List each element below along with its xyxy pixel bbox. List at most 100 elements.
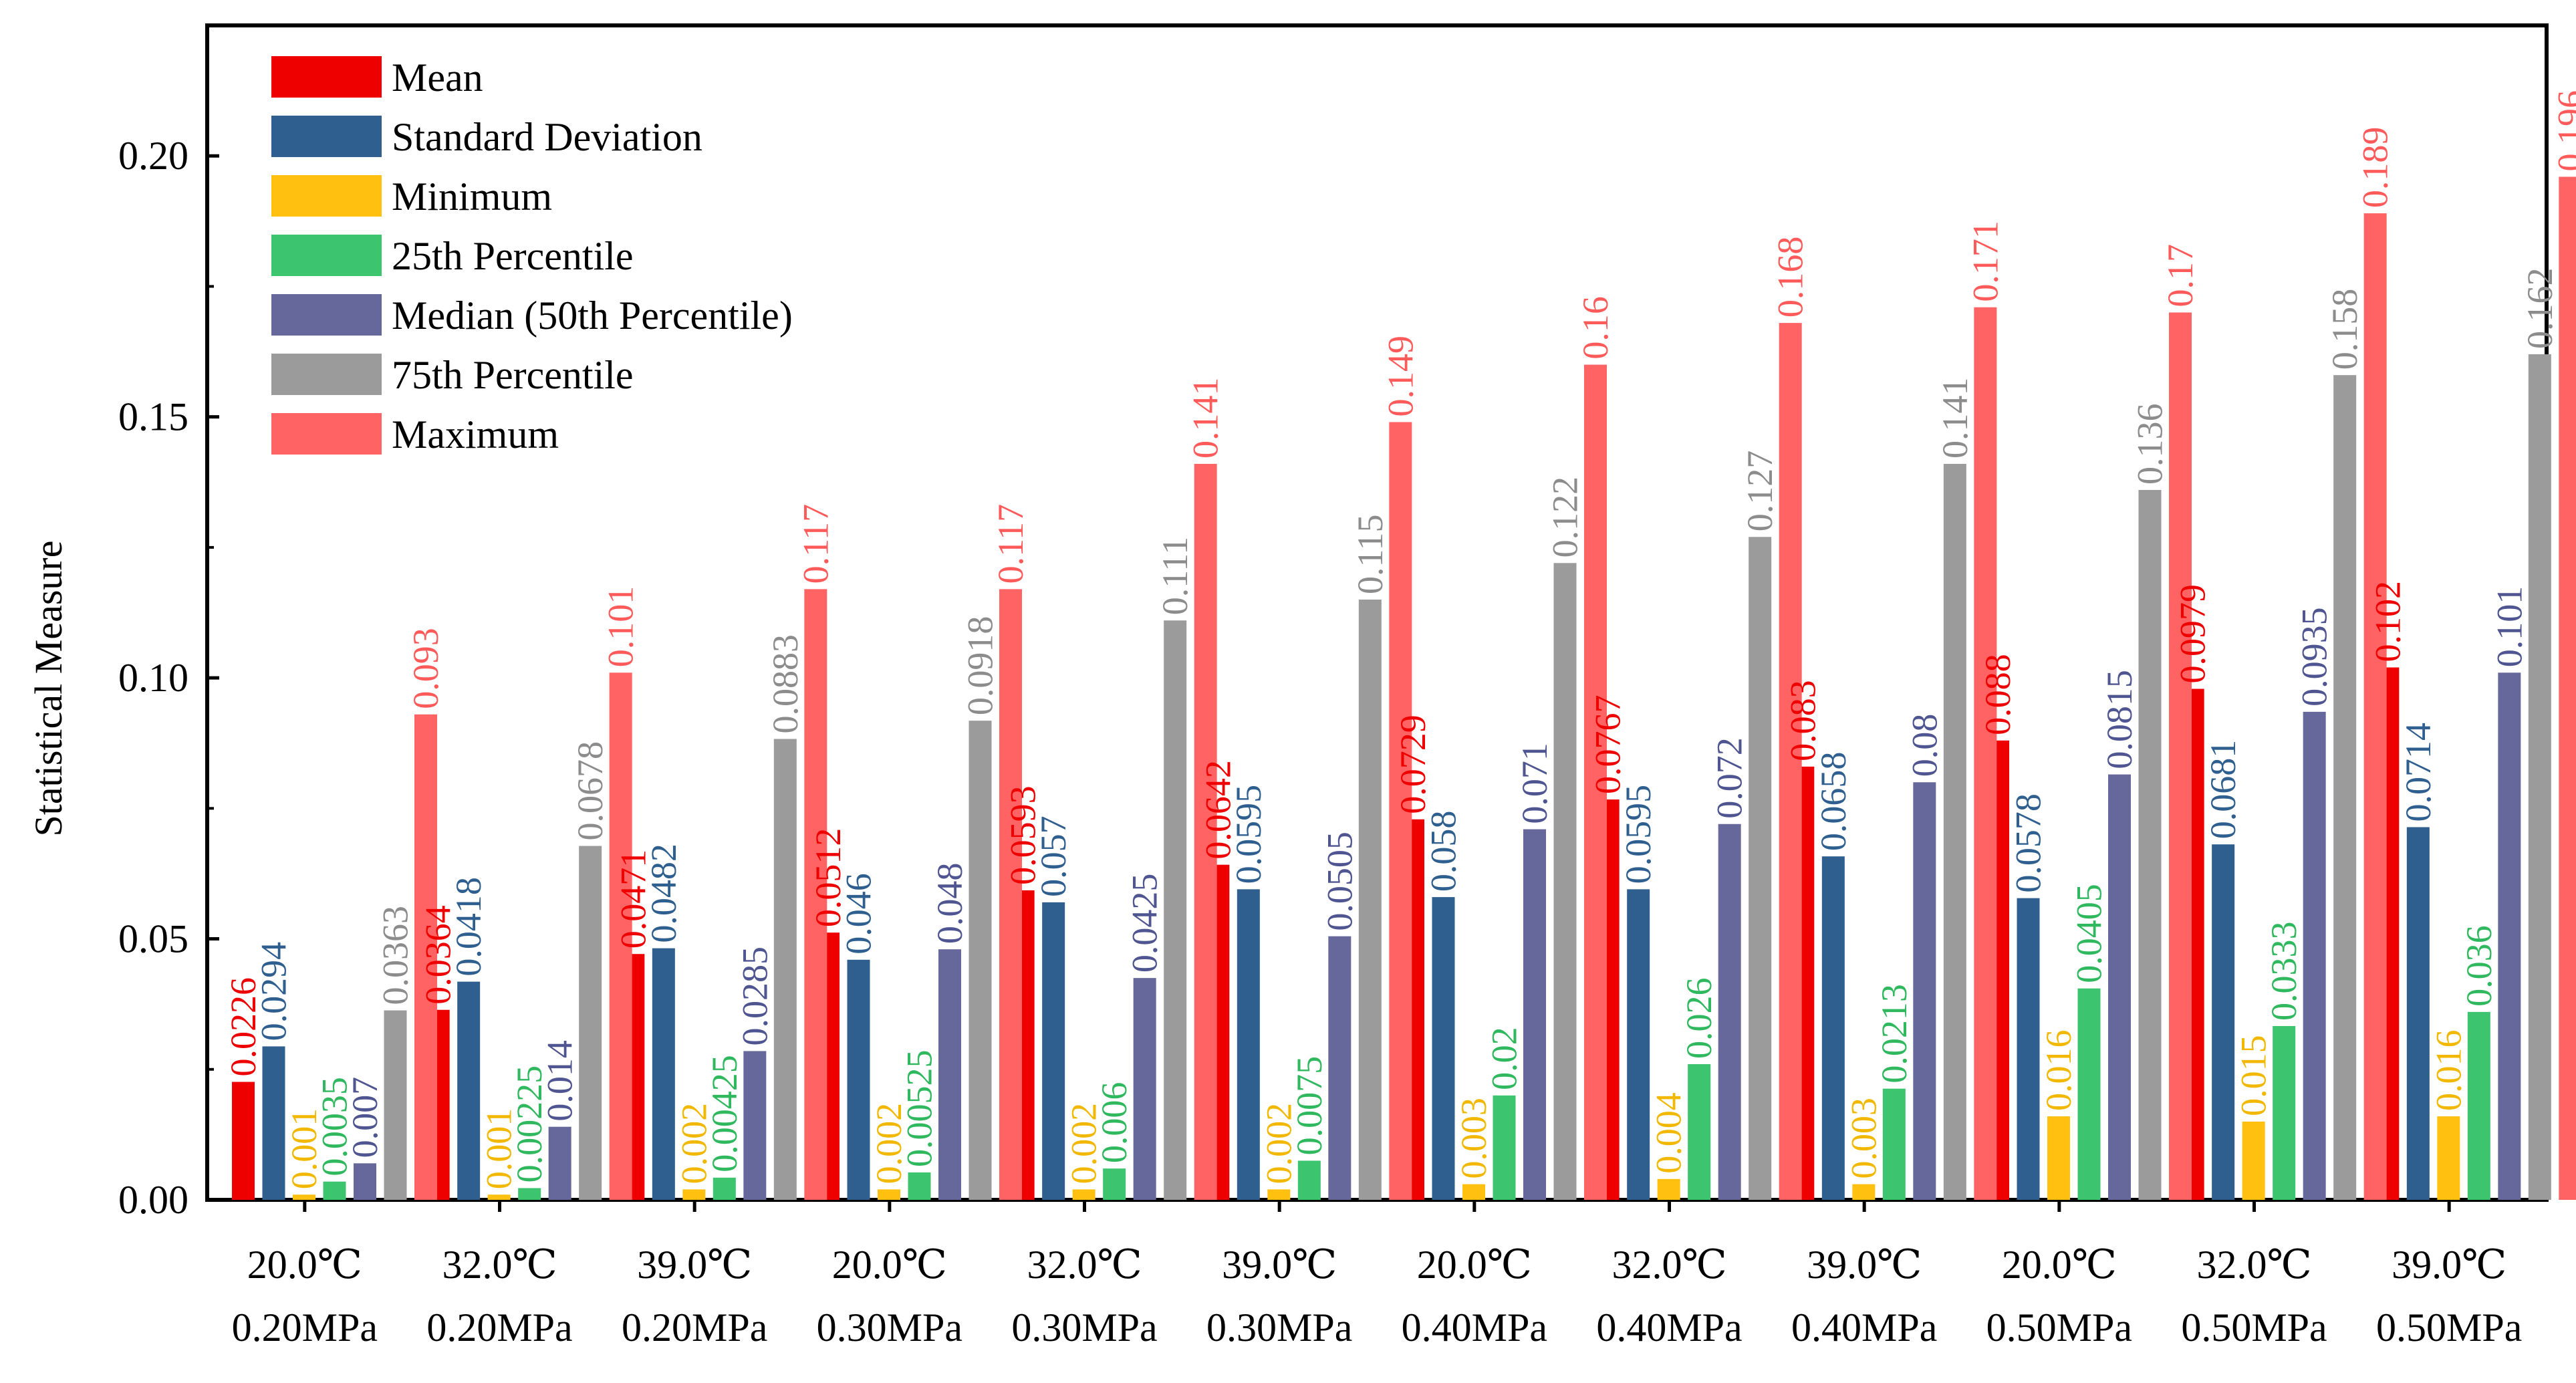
bar-5-1 — [579, 846, 602, 1200]
y-axis-label: Statistical Measure — [27, 541, 70, 837]
bar-value-label: 0.158 — [2325, 289, 2365, 370]
legend-swatch-5 — [271, 354, 382, 395]
bar-value-label: 0.196 — [2550, 90, 2576, 172]
bar-2-11 — [2437, 1116, 2460, 1200]
bar-3-6 — [1493, 1095, 1516, 1200]
bar-value-label: 0.0285 — [735, 947, 775, 1046]
x-tick-label-line1: 20.0℃ — [247, 1243, 362, 1287]
bar-4-11 — [2498, 672, 2521, 1200]
bar-5-7 — [1749, 537, 1772, 1200]
bar-6-4 — [1194, 463, 1217, 1200]
bar-1-3 — [847, 959, 870, 1200]
bar-value-label: 0.189 — [2355, 127, 2396, 209]
bar-6-11 — [2559, 176, 2576, 1200]
bar-value-label: 0.0642 — [1198, 760, 1238, 860]
bar-value-label: 0.088 — [1978, 654, 2018, 735]
bar-value-label: 0.0918 — [960, 616, 1001, 716]
x-tick-label-line2: 0.50MPa — [2181, 1305, 2327, 1350]
bar-4-0 — [354, 1163, 376, 1200]
bar-value-label: 0.006 — [1094, 1082, 1134, 1164]
bar-5-10 — [2333, 375, 2357, 1200]
bar-4-8 — [1913, 782, 1936, 1200]
bar-value-label: 0.0512 — [808, 828, 848, 928]
legend-swatch-1 — [271, 116, 382, 157]
bar-value-label: 0.003 — [1454, 1098, 1494, 1179]
bar-1-11 — [2406, 827, 2430, 1200]
bar-4-1 — [548, 1126, 571, 1200]
bar-6-1 — [609, 672, 632, 1200]
bar-value-label: 0.057 — [1033, 815, 1073, 897]
bar-2-6 — [1462, 1184, 1485, 1200]
x-tick-label-line1: 39.0℃ — [637, 1243, 752, 1287]
axes-layer: 0.00 0.05 0.10 0.15 0.20 20.0℃ 0.20MPa 32.0℃ 0.2… — [118, 24, 2522, 1350]
bar-value-label: 0.0405 — [2069, 884, 2109, 983]
bar-5-0 — [384, 1010, 407, 1200]
bar-value-label: 0.0482 — [644, 844, 684, 943]
y-tick-label: 0.20 — [118, 134, 188, 178]
x-tick-label-line2: 0.20MPa — [622, 1305, 767, 1350]
legend-label-3: 25th Percentile — [392, 234, 634, 278]
bar-value-label: 0.004 — [1649, 1092, 1689, 1174]
bar-1-10 — [2212, 844, 2235, 1200]
legend-label-1: Standard Deviation — [392, 115, 702, 159]
bar-6-5 — [1389, 422, 1412, 1200]
bar-2-5 — [1267, 1189, 1291, 1200]
x-tick-label-line1: 20.0℃ — [1417, 1243, 1532, 1287]
x-tick-label-line2: 0.40MPa — [1402, 1305, 1547, 1350]
y-tick-label: 0.10 — [118, 656, 188, 700]
bar-value-label: 0.122 — [1545, 477, 1585, 558]
bar-1-6 — [1432, 897, 1455, 1200]
bar-value-label: 0.0333 — [2264, 921, 2304, 1021]
bar-3-11 — [2467, 1011, 2490, 1200]
bar-value-label: 0.0979 — [2173, 584, 2213, 684]
bar-5-6 — [1553, 563, 1577, 1200]
bar-value-label: 0.0294 — [254, 942, 294, 1041]
bar-6-7 — [1779, 323, 1802, 1200]
bar-value-label: 0.002 — [869, 1103, 909, 1184]
bar-value-label: 0.0935 — [2295, 607, 2335, 707]
bar-value-label: 0.101 — [2489, 586, 2529, 668]
bar-4-7 — [1718, 824, 1741, 1200]
bar-value-label: 0.0213 — [1874, 984, 1914, 1084]
bar-value-label: 0.111 — [1155, 537, 1195, 616]
bar-6-9 — [2169, 312, 2192, 1200]
legend-label-0: Mean — [392, 55, 483, 100]
x-tick-label-line2: 0.40MPa — [1596, 1305, 1742, 1350]
bar-6-3 — [999, 589, 1022, 1200]
bar-3-8 — [1882, 1088, 1906, 1200]
bar-value-label: 0.127 — [1740, 451, 1780, 532]
bar-4-10 — [2303, 711, 2326, 1200]
legend-label-5: 75th Percentile — [392, 353, 634, 397]
y-tick-label: 0.05 — [118, 917, 188, 961]
bar-value-label: 0.046 — [839, 873, 879, 955]
bar-value-label: 0.101 — [601, 586, 641, 668]
legend-label-4: Median (50th Percentile) — [392, 293, 793, 338]
bar-value-label: 0.002 — [1259, 1103, 1299, 1184]
bar-value-label: 0.0505 — [1319, 832, 1360, 931]
bar-value-label: 0.0593 — [1003, 785, 1043, 885]
bar-value-label: 0.0364 — [418, 905, 459, 1005]
x-tick-label-line2: 0.30MPa — [1206, 1305, 1352, 1350]
bar-5-8 — [1943, 463, 1966, 1200]
bar-value-label: 0.149 — [1380, 336, 1420, 417]
x-tick-label-line1: 20.0℃ — [832, 1243, 947, 1287]
bar-6-2 — [804, 589, 827, 1200]
bar-0-0 — [232, 1082, 255, 1200]
x-tick-label-line1: 39.0℃ — [1222, 1243, 1337, 1287]
bar-5-4 — [1164, 620, 1187, 1200]
bar-4-2 — [743, 1051, 767, 1200]
bar-6-10 — [2363, 213, 2387, 1200]
bar-4-9 — [2108, 774, 2131, 1200]
x-tick-label-line1: 32.0℃ — [442, 1243, 557, 1287]
bar-value-label: 0.003 — [1843, 1098, 1884, 1179]
bar-value-label: 0.016 — [2039, 1030, 2079, 1112]
bar-value-label: 0.02 — [1485, 1027, 1525, 1090]
bar-value-label: 0.071 — [1515, 743, 1555, 824]
bar-value-label: 0.001 — [284, 1108, 324, 1190]
x-tick-label-line2: 0.50MPa — [2376, 1305, 2522, 1350]
bar-3-7 — [1688, 1063, 1711, 1200]
bar-value-label: 0.002 — [1064, 1103, 1104, 1184]
bar-3-9 — [2077, 988, 2101, 1200]
bar-value-label: 0.0883 — [765, 634, 805, 734]
legend-swatch-2 — [271, 175, 382, 217]
